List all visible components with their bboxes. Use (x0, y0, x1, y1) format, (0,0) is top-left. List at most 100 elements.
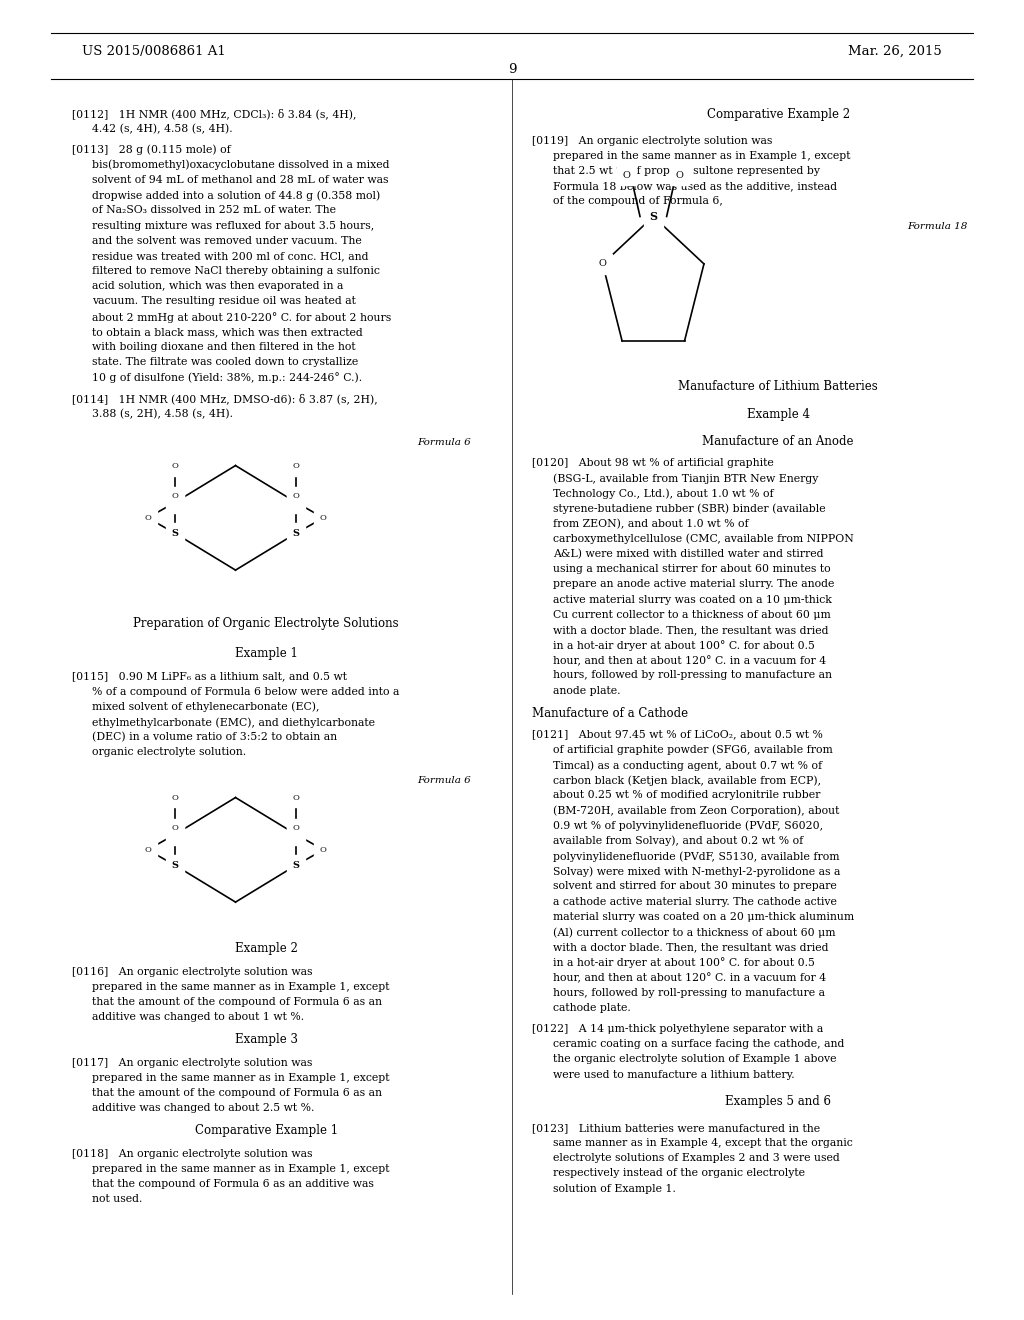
Text: 0.9 wt % of polyvinylidenefluoride (PVdF, S6020,: 0.9 wt % of polyvinylidenefluoride (PVdF… (553, 821, 823, 832)
Text: O: O (171, 793, 178, 801)
Text: S: S (293, 528, 300, 537)
Text: [0123]   Lithium batteries were manufactured in the: [0123] Lithium batteries were manufactur… (532, 1123, 820, 1133)
Text: [0115]   0.90 M LiPF₆ as a lithium salt, and 0.5 wt: [0115] 0.90 M LiPF₆ as a lithium salt, a… (72, 672, 347, 681)
Text: prepare an anode active material slurry. The anode: prepare an anode active material slurry.… (553, 579, 835, 589)
Text: (BSG-L, available from Tianjin BTR New Energy: (BSG-L, available from Tianjin BTR New E… (553, 473, 818, 483)
Text: Preparation of Organic Electrolyte Solutions: Preparation of Organic Electrolyte Solut… (133, 616, 399, 630)
Text: Example 3: Example 3 (234, 1034, 298, 1047)
Text: Comparative Example 1: Comparative Example 1 (195, 1125, 338, 1138)
Text: ceramic coating on a surface facing the cathode, and: ceramic coating on a surface facing the … (553, 1039, 845, 1049)
Text: 4.42 (s, 4H), 4.58 (s, 4H).: 4.42 (s, 4H), 4.58 (s, 4H). (92, 123, 232, 133)
Text: (Al) current collector to a thickness of about 60 μm: (Al) current collector to a thickness of… (553, 927, 836, 937)
Text: that 2.5 wt % of propane sultone represented by: that 2.5 wt % of propane sultone represe… (553, 166, 820, 176)
Text: (BM-720H, available from Zeon Corporation), about: (BM-720H, available from Zeon Corporatio… (553, 805, 840, 816)
Text: bis(bromomethyl)oxacyclobutane dissolved in a mixed: bis(bromomethyl)oxacyclobutane dissolved… (92, 160, 390, 170)
Text: [0119]   An organic electrolyte solution was: [0119] An organic electrolyte solution w… (532, 136, 773, 145)
Text: Mar. 26, 2015: Mar. 26, 2015 (848, 45, 942, 58)
Text: about 2 mmHg at about 210-220° C. for about 2 hours: about 2 mmHg at about 210-220° C. for ab… (92, 312, 391, 322)
Text: to obtain a black mass, which was then extracted: to obtain a black mass, which was then e… (92, 327, 362, 337)
Text: S: S (293, 861, 300, 870)
Text: Cu current collector to a thickness of about 60 μm: Cu current collector to a thickness of a… (553, 610, 830, 619)
Text: prepared in the same manner as in Example 1, except: prepared in the same manner as in Exampl… (92, 1164, 390, 1173)
Text: S: S (293, 498, 300, 507)
Text: filtered to remove NaCl thereby obtaining a sulfonic: filtered to remove NaCl thereby obtainin… (92, 267, 380, 276)
Text: Comparative Example 2: Comparative Example 2 (707, 108, 850, 121)
Text: O: O (293, 462, 300, 470)
Text: [0120]   About 98 wt % of artificial graphite: [0120] About 98 wt % of artificial graph… (532, 458, 774, 467)
Text: US 2015/0086861 A1: US 2015/0086861 A1 (82, 45, 225, 58)
Text: from ZEON), and about 1.0 wt % of: from ZEON), and about 1.0 wt % of (553, 519, 749, 529)
Text: S: S (171, 498, 178, 507)
Text: carbon black (Ketjen black, available from ECP),: carbon black (Ketjen black, available fr… (553, 775, 821, 785)
Text: Formula 18: Formula 18 (907, 222, 968, 231)
Text: with a doctor blade. Then, the resultant was dried: with a doctor blade. Then, the resultant… (553, 624, 828, 635)
Text: of Na₂SO₃ dissolved in 252 mL of water. The: of Na₂SO₃ dissolved in 252 mL of water. … (92, 206, 336, 215)
Text: in a hot-air dryer at about 100° C. for about 0.5: in a hot-air dryer at about 100° C. for … (553, 640, 815, 651)
Text: solvent of 94 mL of methanol and 28 mL of water was: solvent of 94 mL of methanol and 28 mL o… (92, 176, 389, 185)
Text: vacuum. The resulting residue oil was heated at: vacuum. The resulting residue oil was he… (92, 297, 356, 306)
Text: O: O (144, 513, 152, 521)
Text: O: O (319, 513, 327, 521)
Text: O: O (171, 492, 178, 500)
Text: carboxymethylcellulose (CMC, available from NIPPON: carboxymethylcellulose (CMC, available f… (553, 533, 854, 544)
Text: residue was treated with 200 ml of conc. HCl, and: residue was treated with 200 ml of conc.… (92, 251, 369, 261)
Text: and the solvent was removed under vacuum. The: and the solvent was removed under vacuum… (92, 236, 361, 246)
Text: about 0.25 wt % of modified acrylonitrile rubber: about 0.25 wt % of modified acrylonitril… (553, 791, 820, 800)
Text: A&L) were mixed with distilled water and stirred: A&L) were mixed with distilled water and… (553, 549, 823, 560)
Text: with a doctor blade. Then, the resultant was dried: with a doctor blade. Then, the resultant… (553, 942, 828, 952)
Text: Manufacture of an Anode: Manufacture of an Anode (702, 436, 854, 447)
Text: solvent and stirred for about 30 minutes to prepare: solvent and stirred for about 30 minutes… (553, 882, 837, 891)
Text: S: S (171, 528, 178, 537)
Text: of the compound of Formula 6,: of the compound of Formula 6, (553, 197, 723, 206)
Text: material slurry was coated on a 20 μm-thick aluminum: material slurry was coated on a 20 μm-th… (553, 912, 854, 921)
Text: O: O (171, 462, 178, 470)
Text: S: S (171, 861, 178, 870)
Text: cathode plate.: cathode plate. (553, 1003, 631, 1012)
Text: [0114]   1H NMR (400 MHz, DMSO-d6): δ 3.87 (s, 2H),: [0114] 1H NMR (400 MHz, DMSO-d6): δ 3.87… (72, 393, 378, 404)
Text: were used to manufacture a lithium battery.: were used to manufacture a lithium batte… (553, 1069, 795, 1080)
Text: acid solution, which was then evaporated in a: acid solution, which was then evaporated… (92, 281, 343, 292)
Text: the organic electrolyte solution of Example 1 above: the organic electrolyte solution of Exam… (553, 1055, 837, 1064)
Text: dropwise added into a solution of 44.8 g (0.358 mol): dropwise added into a solution of 44.8 g… (92, 190, 380, 201)
Text: Formula 18 below was used as the additive, instead: Formula 18 below was used as the additiv… (553, 181, 837, 191)
Text: that the compound of Formula 6 as an additive was: that the compound of Formula 6 as an add… (92, 1179, 374, 1189)
Text: % of a compound of Formula 6 below were added into a: % of a compound of Formula 6 below were … (92, 686, 399, 697)
Text: Manufacture of Lithium Batteries: Manufacture of Lithium Batteries (678, 380, 879, 393)
Text: additive was changed to about 1 wt %.: additive was changed to about 1 wt %. (92, 1012, 304, 1022)
Text: using a mechanical stirrer for about 60 minutes to: using a mechanical stirrer for about 60 … (553, 564, 830, 574)
Text: Example 2: Example 2 (234, 942, 298, 956)
Text: Example 1: Example 1 (234, 647, 298, 660)
Text: respectively instead of the organic electrolyte: respectively instead of the organic elec… (553, 1168, 805, 1179)
Text: available from Solvay), and about 0.2 wt % of: available from Solvay), and about 0.2 wt… (553, 836, 803, 846)
Text: O: O (676, 170, 684, 180)
Text: ethylmethylcarbonate (EMC), and diethylcarbonate: ethylmethylcarbonate (EMC), and diethylc… (92, 717, 375, 727)
Text: O: O (293, 825, 300, 833)
Text: [0118]   An organic electrolyte solution was: [0118] An organic electrolyte solution w… (72, 1148, 312, 1159)
Text: that the amount of the compound of Formula 6 as an: that the amount of the compound of Formu… (92, 997, 382, 1007)
Text: S: S (293, 830, 300, 840)
Text: Example 4: Example 4 (746, 408, 810, 421)
Text: Technology Co., Ltd.), about 1.0 wt % of: Technology Co., Ltd.), about 1.0 wt % of (553, 488, 773, 499)
Text: prepared in the same manner as in Example 1, except: prepared in the same manner as in Exampl… (92, 982, 390, 991)
Text: hours, followed by roll-pressing to manufacture a: hours, followed by roll-pressing to manu… (553, 987, 825, 998)
Text: O: O (144, 846, 152, 854)
Text: 10 g of disulfone (Yield: 38%, m.p.: 244-246° C.).: 10 g of disulfone (Yield: 38%, m.p.: 244… (92, 372, 362, 383)
Text: O: O (623, 170, 631, 180)
Text: hours, followed by roll-pressing to manufacture an: hours, followed by roll-pressing to manu… (553, 671, 831, 680)
Text: resulting mixture was refluxed for about 3.5 hours,: resulting mixture was refluxed for about… (92, 220, 375, 231)
Text: Manufacture of a Cathode: Manufacture of a Cathode (532, 706, 688, 719)
Text: anode plate.: anode plate. (553, 685, 621, 696)
Text: [0121]   About 97.45 wt % of LiCoO₂, about 0.5 wt %: [0121] About 97.45 wt % of LiCoO₂, about… (532, 730, 823, 739)
Text: [0112]   1H NMR (400 MHz, CDCl₃): δ 3.84 (s, 4H),: [0112] 1H NMR (400 MHz, CDCl₃): δ 3.84 (… (72, 108, 356, 119)
Text: (DEC) in a volume ratio of 3:5:2 to obtain an: (DEC) in a volume ratio of 3:5:2 to obta… (92, 733, 337, 743)
Text: with boiling dioxane and then filtered in the hot: with boiling dioxane and then filtered i… (92, 342, 355, 352)
Text: 9: 9 (508, 63, 516, 77)
Text: additive was changed to about 2.5 wt %.: additive was changed to about 2.5 wt %. (92, 1104, 314, 1113)
Text: solution of Example 1.: solution of Example 1. (553, 1184, 676, 1193)
Text: [0122]   A 14 μm-thick polyethylene separator with a: [0122] A 14 μm-thick polyethylene separa… (532, 1024, 823, 1034)
Text: Formula 6: Formula 6 (418, 438, 471, 446)
Text: a cathode active material slurry. The cathode active: a cathode active material slurry. The ca… (553, 896, 837, 907)
Text: same manner as in Example 4, except that the organic: same manner as in Example 4, except that… (553, 1138, 853, 1148)
Text: O: O (293, 492, 300, 500)
Text: organic electrolyte solution.: organic electrolyte solution. (92, 747, 247, 758)
